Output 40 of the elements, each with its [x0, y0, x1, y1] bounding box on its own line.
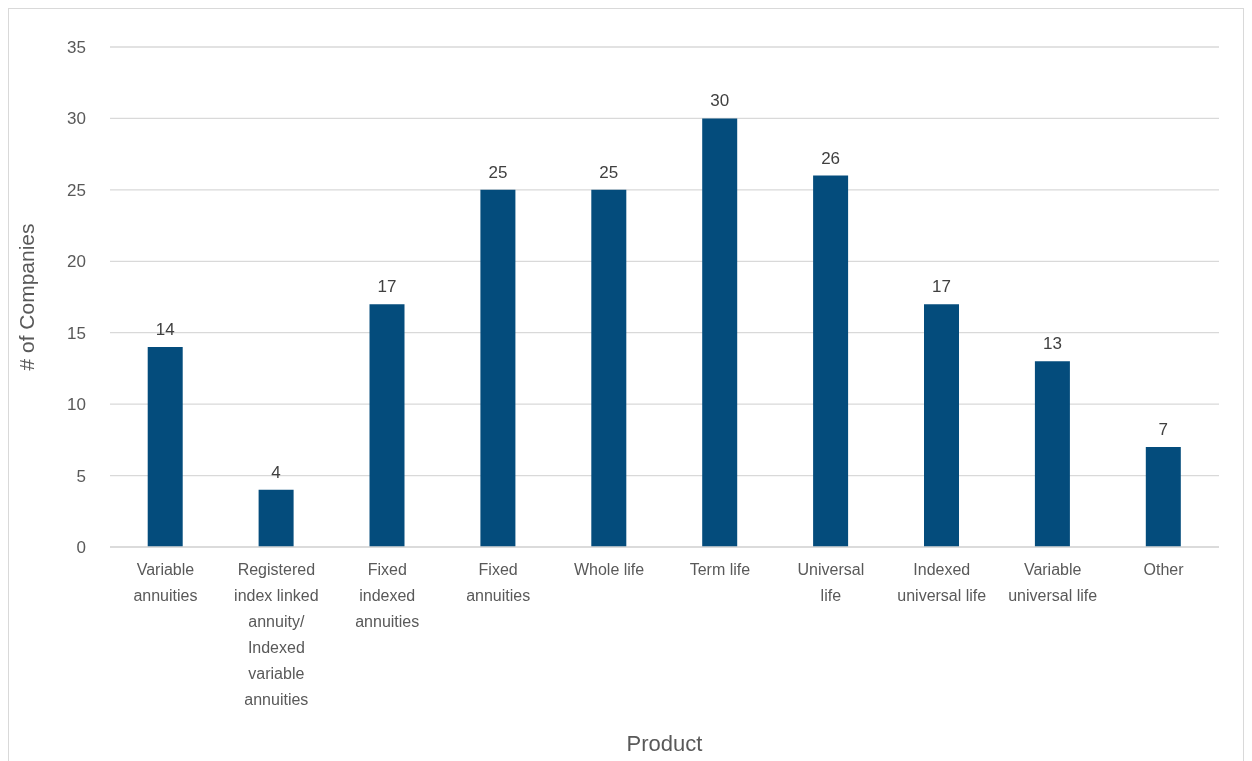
x-tick-label: Fixed indexed annuities	[355, 561, 420, 630]
data-label: 7	[1158, 420, 1169, 439]
bar	[147, 347, 183, 547]
y-axis-title: # of Companies	[15, 223, 39, 371]
y-tick-label: 15	[67, 323, 86, 343]
x-tick-label: Registered index linked annuity/ Indexed variable annuities	[234, 561, 319, 708]
x-tick-label: Variable universal life	[1008, 561, 1098, 604]
data-label: 25	[599, 162, 619, 182]
bar	[369, 304, 405, 547]
x-axis-title: Product	[626, 731, 703, 756]
bar	[1034, 361, 1070, 547]
y-tick-label: 10	[67, 395, 86, 415]
y-tick-label: 20	[67, 252, 86, 272]
data-label: 4	[271, 462, 281, 482]
bar	[258, 489, 294, 547]
x-tick-label: Whole life	[573, 561, 645, 578]
data-label: 26	[821, 148, 841, 168]
y-tick-label: 30	[67, 109, 86, 129]
bar	[591, 189, 627, 547]
x-tick-label: Fixed annuities	[466, 561, 531, 604]
x-tick-label: Variable annuities	[133, 561, 198, 604]
data-label: 14	[155, 320, 175, 339]
x-tick-label: Universal life	[797, 561, 865, 604]
bar	[480, 189, 516, 547]
y-tick-label: 25	[67, 180, 86, 200]
bar	[1145, 447, 1181, 547]
x-tick-label: Term life	[689, 561, 751, 578]
y-tick-label: 0	[76, 538, 86, 558]
data-label: 13	[1042, 334, 1062, 354]
data-label: 17	[932, 277, 951, 297]
data-label: 30	[710, 91, 730, 111]
y-tick-label: 35	[67, 38, 86, 58]
x-tick-label: Other	[1143, 561, 1185, 578]
bar	[813, 175, 849, 547]
bar	[702, 118, 738, 547]
data-label: 25	[488, 162, 508, 182]
y-tick-label: 5	[76, 466, 86, 486]
x-tick-label: Indexed universal life	[897, 561, 987, 604]
bar	[924, 304, 960, 547]
data-label: 17	[377, 277, 397, 297]
